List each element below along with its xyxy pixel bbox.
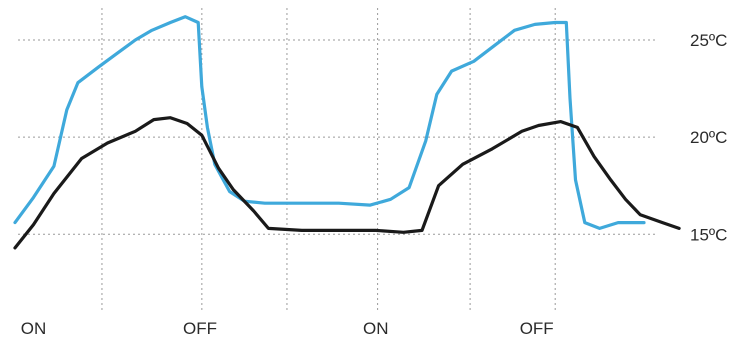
x-tick-label-2: ON <box>363 319 389 338</box>
y-tick-label-0: 25ºC <box>690 31 727 50</box>
series-line-1 <box>13 116 681 250</box>
series-line-0 <box>13 15 646 230</box>
x-tick-label-0: ON <box>21 319 47 338</box>
x-tick-label-1: OFF <box>183 319 217 338</box>
x-tick-label-3: OFF <box>520 319 554 338</box>
y-tick-label-1: 20ºC <box>690 128 727 147</box>
y-tick-label-2: 15ºC <box>690 225 727 244</box>
